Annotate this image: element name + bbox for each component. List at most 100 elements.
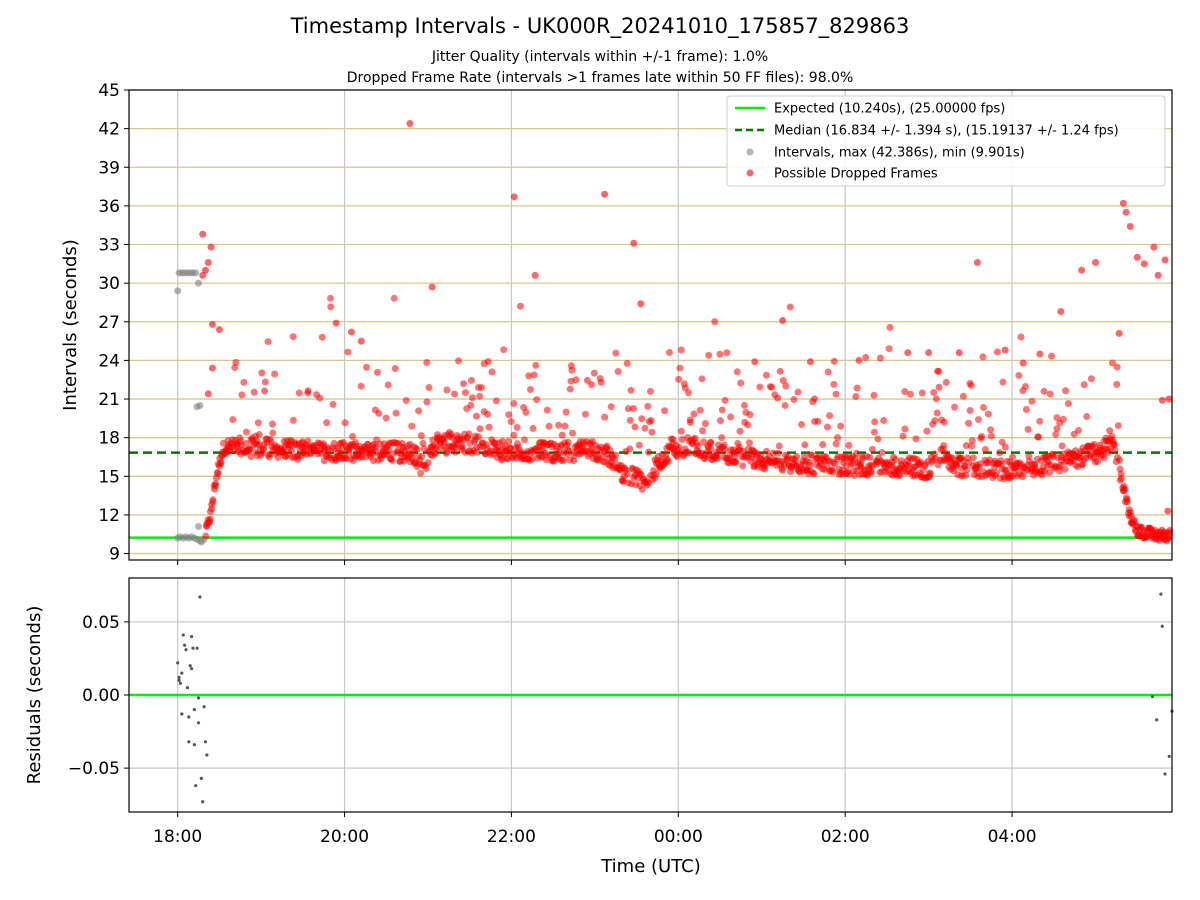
residual-point <box>1150 694 1155 699</box>
dropped-frame-point <box>348 433 356 441</box>
dropped-frame-point <box>274 453 282 461</box>
dropped-frame-point <box>686 419 694 427</box>
dropped-frame-point <box>1046 390 1054 398</box>
x-tick-label: 00:00 <box>654 827 703 847</box>
dropped-frame-point <box>201 266 209 274</box>
dropped-frame-point <box>1083 412 1091 420</box>
dropped-frame-point <box>638 486 646 494</box>
dropped-frame-point <box>384 381 392 389</box>
dropped-frame-point <box>385 446 393 454</box>
dropped-frame-point <box>1115 456 1123 464</box>
y-tick-label: 27 <box>98 313 120 333</box>
dropped-frame-point <box>984 410 992 418</box>
residual-point <box>187 740 191 744</box>
dropped-frame-point <box>382 414 390 422</box>
dropped-frame-point <box>478 384 486 392</box>
dropped-frame-point <box>451 448 459 456</box>
dropped-frame-point <box>832 440 840 448</box>
dropped-frame-point <box>1108 359 1116 367</box>
dropped-frame-point <box>718 434 726 442</box>
dropped-frame-point <box>675 375 683 383</box>
dropped-frame-point <box>207 243 215 251</box>
dropped-frame-point <box>810 470 818 478</box>
dropped-frame-point <box>691 434 699 442</box>
dropped-frame-point <box>906 390 914 398</box>
residual-point <box>1167 754 1171 759</box>
residual-point <box>180 712 184 716</box>
dropped-frame-point <box>1053 425 1061 433</box>
residual-point <box>178 681 183 685</box>
dropped-frame-point <box>304 387 312 395</box>
legend-intervals-label: Intervals, max (42.386s), min (9.901s) <box>774 146 1025 161</box>
dropped-frame-point <box>409 449 417 457</box>
dropped-frame-point <box>652 470 660 478</box>
residual-point <box>191 646 195 650</box>
dropped-frame-point <box>295 389 303 397</box>
dropped-frame-point <box>631 423 639 431</box>
dropped-frame-point <box>1092 259 1100 267</box>
dropped-frame-point <box>707 445 715 453</box>
residual-point <box>196 696 201 700</box>
dropped-frame-point <box>979 353 987 361</box>
dropped-frame-point <box>507 418 515 426</box>
dropped-frame-point <box>208 505 216 513</box>
dropped-frame-point <box>627 386 635 394</box>
dropped-frame-point <box>751 358 759 366</box>
dropped-frame-point <box>641 424 649 432</box>
dropped-frame-point <box>716 417 724 425</box>
dropped-frame-point <box>993 348 1001 356</box>
dropped-frame-point <box>763 447 771 455</box>
dropped-frame-point <box>819 440 827 448</box>
dropped-frame-point <box>242 440 250 448</box>
dropped-frame-point <box>348 328 356 336</box>
dropped-frame-point <box>781 401 789 409</box>
dropped-frame-point <box>510 400 518 408</box>
dropped-frame-point <box>630 404 638 412</box>
dropped-frame-point <box>912 435 920 443</box>
dropped-frame-point <box>987 432 995 440</box>
dropped-frame-point <box>1111 446 1119 454</box>
dropped-frame-point <box>987 426 995 434</box>
dropped-frame-point <box>1022 405 1030 413</box>
legend-dropped-swatch <box>746 169 754 177</box>
dropped-frame-point <box>476 392 484 400</box>
dropped-frame-point <box>528 455 536 463</box>
dropped-frame-point <box>962 442 970 450</box>
dropped-frame-point <box>475 433 483 441</box>
dropped-frame-point <box>830 357 838 365</box>
dropped-frame-point <box>635 441 643 449</box>
dropped-frame-point <box>1019 359 1027 367</box>
residual-point <box>189 667 194 671</box>
dropped-frame-point <box>516 302 524 310</box>
dropped-frame-point <box>644 402 652 410</box>
y-tick-label: 39 <box>98 158 120 178</box>
dropped-frame-point <box>520 436 528 444</box>
dropped-frame-point <box>962 471 970 479</box>
legend-box <box>726 95 1166 187</box>
dropped-frame-point <box>1058 442 1066 450</box>
dropped-frame-point <box>570 457 578 465</box>
dropped-frame-point <box>417 432 425 440</box>
legend-median-label: Median (16.834 +/- 1.394 s), (15.19137 +… <box>774 124 1119 139</box>
dropped-frame-point <box>768 383 776 391</box>
dropped-frame-point <box>1001 443 1009 451</box>
y-tick-label: 24 <box>98 351 120 371</box>
dropped-frame-point <box>564 438 572 446</box>
dropped-frame-point <box>1158 396 1166 404</box>
dropped-frame-point <box>408 422 416 430</box>
residual-point <box>180 671 184 675</box>
dropped-frame-point <box>1164 535 1172 543</box>
dropped-frame-point <box>199 271 207 279</box>
dropped-frame-point <box>736 427 744 435</box>
y-tick-label: 33 <box>98 236 120 256</box>
residual-point <box>198 595 202 599</box>
dropped-frame-point <box>345 449 353 457</box>
dropped-frame-point <box>513 423 521 431</box>
dropped-frame-point <box>845 441 853 449</box>
dropped-frame-point <box>1064 399 1072 407</box>
dropped-frame-point <box>778 466 786 474</box>
dropped-frame-point <box>647 416 655 424</box>
dropped-frame-point <box>568 429 576 437</box>
dropped-frame-point <box>976 460 984 468</box>
